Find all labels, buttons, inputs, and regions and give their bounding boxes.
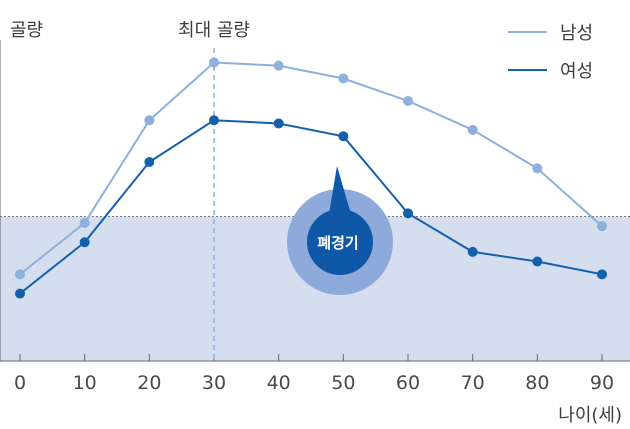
legend-label: 남성 bbox=[560, 23, 593, 44]
x-tick-label: 80 bbox=[525, 372, 549, 394]
data-point bbox=[597, 221, 607, 232]
data-point bbox=[338, 73, 349, 84]
series-line-0 bbox=[19, 61, 603, 276]
legend-label: 여성 bbox=[560, 61, 593, 82]
menopause-label: 폐경기 bbox=[317, 234, 358, 252]
x-axis-label: 나이(세) bbox=[558, 405, 622, 426]
x-tick-label: 60 bbox=[396, 372, 420, 394]
data-point bbox=[532, 163, 543, 174]
x-tick-label: 0 bbox=[14, 372, 26, 394]
menopause-badge-pointer bbox=[329, 166, 351, 214]
data-point bbox=[403, 208, 413, 219]
data-point bbox=[273, 118, 284, 129]
x-tick-label: 90 bbox=[590, 372, 614, 394]
x-tick-label: 20 bbox=[137, 372, 161, 394]
y-axis-label: 골량 bbox=[10, 20, 43, 41]
data-point bbox=[79, 217, 90, 228]
data-point bbox=[532, 256, 543, 267]
data-point bbox=[467, 246, 478, 257]
peak-label: 최대 골량 bbox=[178, 20, 250, 41]
data-point bbox=[144, 156, 155, 167]
x-tick-label: 70 bbox=[461, 372, 485, 394]
x-tick-label: 50 bbox=[331, 372, 355, 394]
menopause-badge-inner bbox=[307, 209, 373, 275]
data-point bbox=[338, 131, 349, 142]
x-tick-label: 40 bbox=[267, 372, 291, 394]
series-line-1 bbox=[19, 119, 603, 295]
data-point bbox=[273, 60, 284, 71]
data-point bbox=[467, 124, 478, 135]
data-point bbox=[15, 288, 25, 299]
data-point bbox=[15, 269, 25, 280]
data-point bbox=[209, 115, 219, 126]
data-point bbox=[403, 95, 413, 106]
data-point bbox=[209, 57, 219, 68]
data-point bbox=[144, 115, 155, 126]
data-point bbox=[79, 237, 90, 248]
x-tick-label: 10 bbox=[73, 372, 97, 394]
menopause-badge: 폐경기 bbox=[287, 166, 393, 295]
x-tick-label: 30 bbox=[202, 372, 226, 394]
data-point bbox=[597, 269, 607, 280]
